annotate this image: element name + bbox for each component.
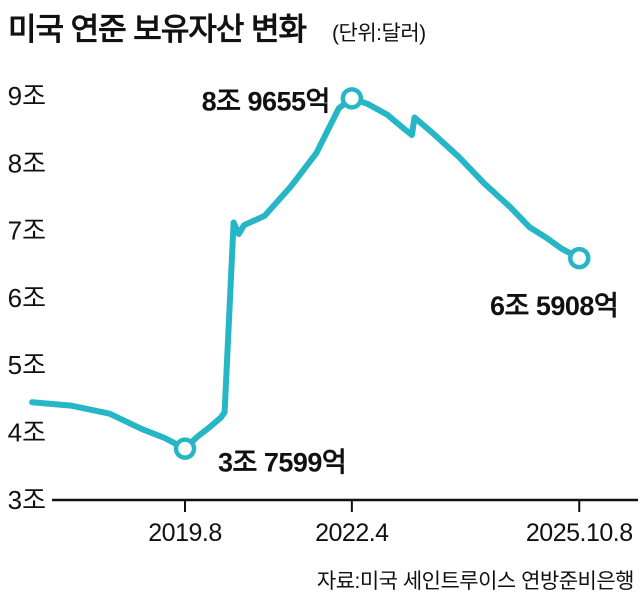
- y-tick-label: 5조: [8, 350, 46, 380]
- y-tick-label: 3조: [8, 485, 46, 515]
- annotation-label: 3조 7599억: [218, 448, 346, 478]
- data-point-marker: [173, 437, 197, 460]
- y-tick-label: 6조: [8, 283, 46, 313]
- y-tick-label: 4조: [8, 418, 46, 448]
- x-tick-label: 2019.8: [148, 519, 221, 547]
- series-line: [29, 95, 583, 452]
- x-tick-label: 2022.4: [315, 519, 389, 547]
- unit-label: (단위:달러): [332, 22, 426, 45]
- y-tick-label: 9조: [8, 81, 46, 111]
- annotation-label: 8조 9655억: [202, 86, 330, 116]
- data-point-marker: [568, 246, 591, 270]
- chart-title: 미국 연준 보유자산 변화: [8, 12, 307, 47]
- annotation-label: 6조 5908억: [490, 291, 618, 321]
- y-tick-label: 8조: [8, 148, 46, 178]
- x-tick-label: 2025.10.8: [526, 519, 633, 547]
- source-label: 자료:미국 세인트루이스 연방준비은행: [316, 570, 635, 593]
- chart-header: 미국 연준 보유자산 변화 (단위:달러): [8, 4, 426, 49]
- data-point-marker: [340, 87, 364, 110]
- y-tick-label: 7조: [8, 216, 46, 246]
